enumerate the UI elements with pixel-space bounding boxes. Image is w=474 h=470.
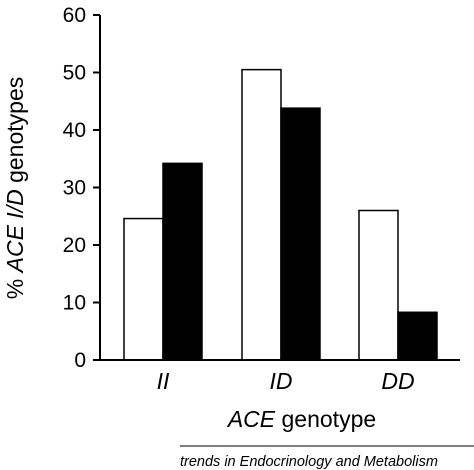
x-axis-title-plain: genotype xyxy=(275,406,376,432)
y-tick-label: 40 xyxy=(63,119,86,142)
x-axis-title-italic: ACE xyxy=(226,406,276,432)
bar-ii-series-1 xyxy=(123,217,164,361)
bar-ii-series-2 xyxy=(162,162,203,361)
x-category-labels: II ID DD xyxy=(157,368,415,394)
y-tick-label: 20 xyxy=(63,234,86,257)
y-axis-title-prefix: % xyxy=(2,272,28,299)
y-axis-title-suffix: genotypes xyxy=(2,77,28,190)
footer-source: trends in Endocrinology and Metabolism xyxy=(180,454,438,470)
y-tick-label: 60 xyxy=(63,4,86,27)
bar-dd-series-1 xyxy=(358,209,399,361)
bar-id-series-2 xyxy=(280,107,321,361)
x-category-label-ii: II xyxy=(157,368,170,394)
y-axis-title: % ACE I/D genotypes xyxy=(2,77,28,299)
y-tick-label: 10 xyxy=(63,292,86,315)
y-tick-label: 30 xyxy=(63,177,86,200)
y-ticks: 0 10 20 30 40 50 60 xyxy=(63,4,100,372)
x-axis-title: ACE genotype xyxy=(226,406,376,432)
x-category-label-dd: DD xyxy=(381,368,414,394)
x-category-label-id: ID xyxy=(270,368,293,394)
y-tick-label: 0 xyxy=(74,349,86,372)
bars-layer xyxy=(123,68,438,361)
y-axis-title-italic: ACE I/D xyxy=(2,189,28,274)
y-tick-label: 50 xyxy=(63,62,86,85)
bar-dd-series-2 xyxy=(397,311,438,361)
bar-id-series-1 xyxy=(241,68,282,361)
